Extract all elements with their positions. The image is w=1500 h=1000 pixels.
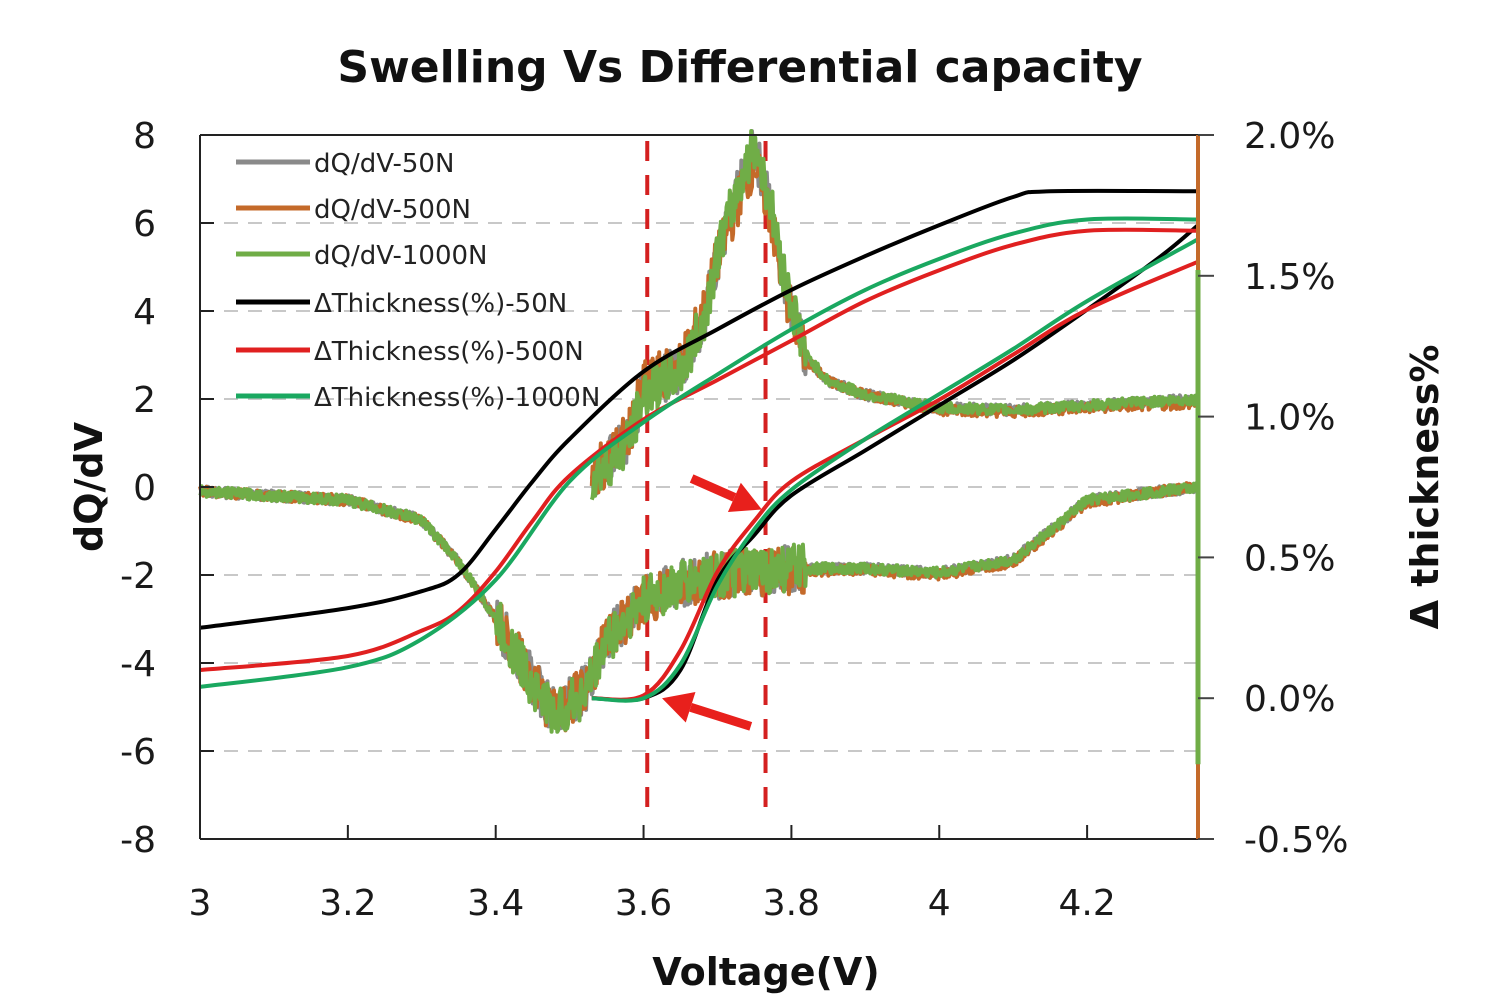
x-tick-label: 3.2 [319, 883, 376, 924]
arrow-head [662, 692, 696, 723]
y2-tick-label: 1.0% [1244, 398, 1335, 439]
legend-item: dQ/dV-50N [236, 149, 454, 179]
legend: dQ/dV-50N dQ/dV-500N dQ/dV-1000N ΔThickness… [236, 149, 600, 413]
y-tick-label: -4 [120, 644, 156, 685]
y-tick-label: 0 [133, 468, 156, 509]
legend-item: ΔThickness(%)-50N [236, 289, 567, 319]
legend-item: dQ/dV-500N [236, 195, 471, 225]
y-tick-label: 8 [133, 116, 156, 157]
legend-label: ΔThickness(%)-500N [314, 337, 584, 367]
series-line [591, 259, 1199, 702]
x-tick-label: 4.2 [1058, 883, 1115, 924]
y-tick-label: 2 [133, 380, 156, 421]
x-tick-label: 3.8 [763, 883, 820, 924]
x-axis-ticks: 3 3.2 3.4 3.6 3.8 4 4.2 [189, 825, 1116, 924]
series-dq-dv-500n [198, 141, 1200, 733]
x-axis-label: Voltage(V) [652, 950, 879, 994]
y-tick-label: -8 [120, 820, 156, 861]
series-line [199, 188, 1199, 630]
y2-tick-label: 1.5% [1244, 257, 1335, 298]
axes [199, 134, 1201, 840]
series-line [199, 216, 1199, 689]
y-tick-label: 4 [133, 292, 156, 333]
y2-tick-label: 2.0% [1244, 116, 1335, 157]
arrow-shaft [689, 702, 753, 731]
legend-label: dQ/dV-50N [314, 149, 454, 179]
series-line [198, 480, 1200, 731]
series-line [589, 129, 1200, 501]
x-tick-label: 3.6 [615, 883, 672, 924]
arrow-head [727, 482, 762, 513]
arrow-shaft [689, 474, 737, 502]
series-line [589, 129, 1200, 498]
series-line [591, 223, 1200, 703]
chart-title: Swelling Vs Differential capacity [337, 42, 1142, 93]
y-tick-label: -2 [120, 556, 156, 597]
annotation-arrows [662, 474, 762, 731]
y2-axis-label: Δ thickness% [1403, 345, 1447, 630]
y2-tick-label: 0.5% [1244, 538, 1335, 579]
series-dq-dv-1000n [198, 129, 1200, 734]
legend-item: ΔThickness(%)-500N [236, 337, 584, 367]
y2-tick-label: -0.5% [1244, 820, 1348, 861]
y-axis-ticks: 8 6 4 2 0 -2 -4 -6 -8 [120, 116, 214, 861]
legend-item: ΔThickness(%)-1000N [236, 383, 600, 413]
legend-item: dQ/dV-1000N [236, 241, 488, 271]
legend-label: ΔThickness(%)-50N [314, 289, 567, 319]
series-line [591, 237, 1199, 703]
y2-tick-label: 0.0% [1244, 679, 1335, 720]
y-tick-label: -6 [120, 732, 156, 773]
series-line [589, 141, 1200, 495]
x-tick-label: 3.4 [467, 883, 524, 924]
y2-axis-ticks: 2.0% 1.5% 1.0% 0.5% 0.0% -0.5% [1198, 116, 1348, 861]
vertical-marker-lines [645, 141, 768, 821]
y-axis-label: dQ/dV [67, 421, 111, 552]
x-tick-label: 3 [189, 883, 212, 924]
legend-label: ΔThickness(%)-1000N [314, 383, 600, 413]
series-line [198, 480, 1200, 734]
y-tick-label: 6 [133, 204, 156, 245]
legend-label: dQ/dV-1000N [314, 241, 488, 271]
legend-label: dQ/dV-500N [314, 195, 471, 225]
x-tick-label: 4 [928, 883, 951, 924]
